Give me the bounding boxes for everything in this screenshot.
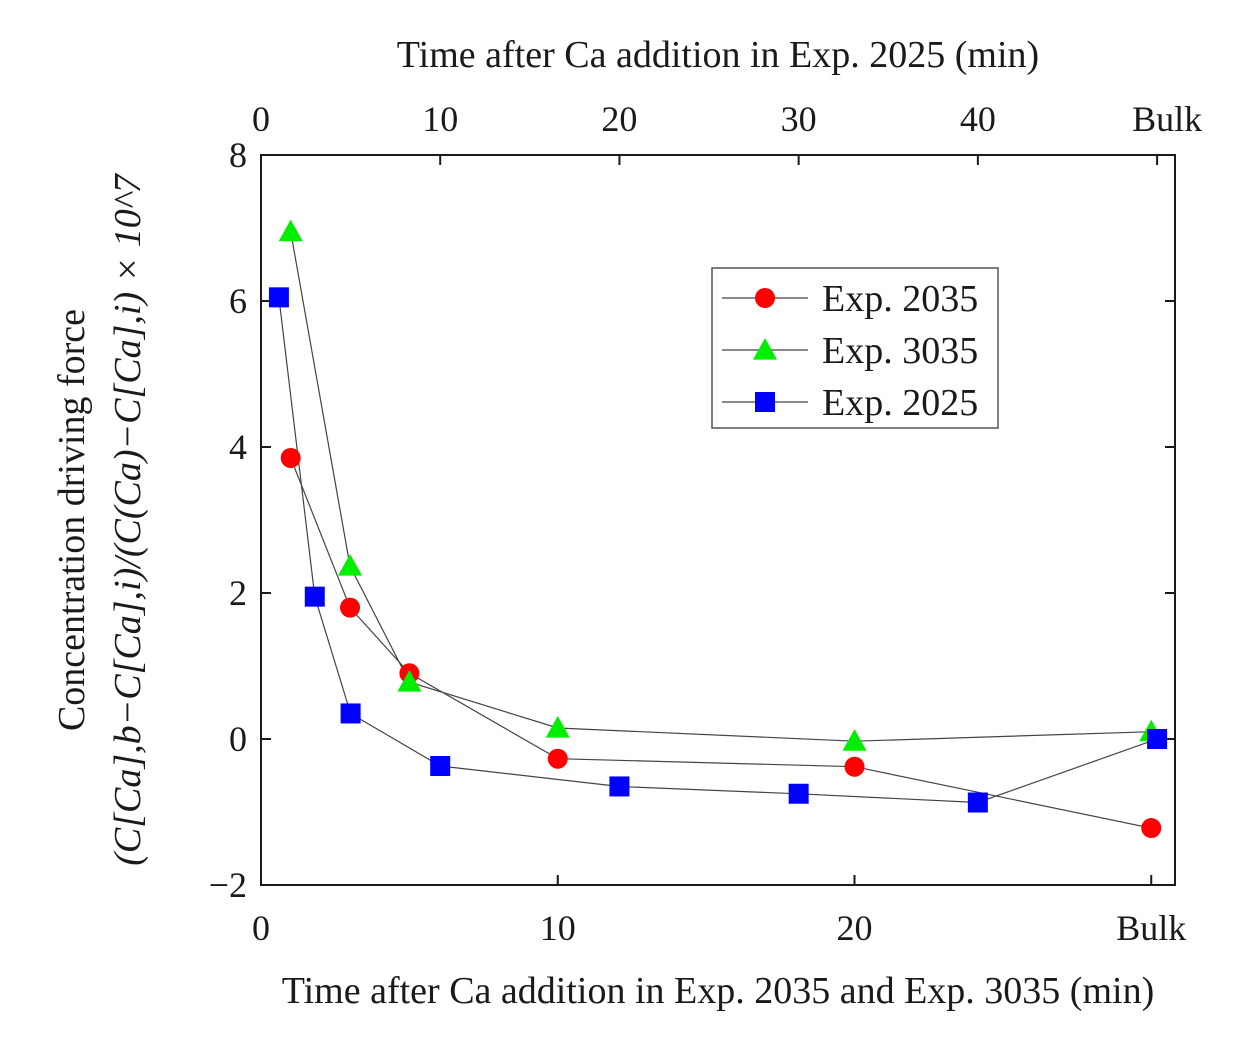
series-line-2 bbox=[278, 297, 1158, 804]
data-point-triangle bbox=[545, 716, 570, 738]
data-point-square bbox=[340, 703, 361, 724]
x2-tick-label: 30 bbox=[781, 99, 817, 139]
y-tick-label: 6 bbox=[229, 281, 247, 321]
y-tick-label: −2 bbox=[209, 865, 247, 905]
x-tick-label: 10 bbox=[540, 908, 576, 948]
x2-tick-label: Bulk bbox=[1132, 99, 1202, 139]
y-axis-title-line2: (C[Ca],b−C[Ca],i)/(C(Ca)−C[Ca],i) × 10^7 bbox=[107, 172, 149, 866]
x-tick-label: Bulk bbox=[1116, 908, 1186, 948]
legend-label: Exp. 2035 bbox=[822, 278, 978, 320]
plot-frame bbox=[260, 154, 1176, 886]
data-point-square bbox=[304, 586, 325, 607]
y-axis-title-line1: Concentration driving force bbox=[51, 309, 93, 731]
data-point-square bbox=[268, 287, 289, 308]
x2-axis-title: Time after Ca addition in Exp. 2025 (min… bbox=[397, 34, 1039, 76]
series-lines bbox=[278, 231, 1158, 829]
x-tick-label: 20 bbox=[837, 908, 873, 948]
x2-tick-label: 10 bbox=[422, 99, 458, 139]
data-point-square bbox=[967, 792, 988, 813]
series-line-0 bbox=[290, 457, 1152, 829]
y-axis-title-formula: (C[Ca],b−C[Ca],i)/(C(Ca)−C[Ca],i) × 10^7 bbox=[107, 172, 149, 866]
y-tick-label: 4 bbox=[229, 427, 247, 467]
x-tick-label: 0 bbox=[252, 908, 270, 948]
series-markers bbox=[268, 219, 1168, 839]
x2-tick-label: 20 bbox=[601, 99, 637, 139]
y-axis-title: Concentration driving force bbox=[51, 309, 93, 731]
data-point-square bbox=[430, 756, 451, 777]
data-point-triangle bbox=[338, 553, 363, 576]
y-tick-label: 2 bbox=[229, 573, 247, 613]
legend-marker-circle bbox=[755, 288, 775, 308]
legend-label: Exp. 2025 bbox=[822, 382, 978, 424]
data-point-square bbox=[788, 783, 809, 804]
data-point-triangle bbox=[397, 670, 422, 692]
legend-label: Exp. 3035 bbox=[822, 330, 978, 372]
x-axis-title: Time after Ca addition in Exp. 2035 and … bbox=[282, 970, 1154, 1012]
legend-marker-triangle bbox=[753, 338, 777, 360]
data-point-square bbox=[1147, 729, 1168, 749]
data-point-circle bbox=[340, 597, 361, 618]
legend-marker-square bbox=[755, 392, 775, 412]
data-point-circle bbox=[547, 748, 568, 769]
data-point-circle bbox=[280, 447, 301, 468]
data-point-square bbox=[609, 776, 630, 797]
data-point-circle bbox=[1141, 818, 1162, 839]
legend: Exp. 2035 Exp. 3035 Exp. 2025 bbox=[711, 267, 999, 429]
data-point-circle bbox=[844, 756, 865, 777]
y-tick-label: 8 bbox=[229, 135, 247, 175]
x2-tick-label: 0 bbox=[252, 99, 270, 139]
y-tick-label: 0 bbox=[229, 719, 247, 759]
data-point-triangle bbox=[278, 219, 303, 242]
series-line-1 bbox=[290, 231, 1152, 742]
data-point-triangle bbox=[842, 729, 867, 751]
x2-tick-label: 40 bbox=[960, 99, 996, 139]
